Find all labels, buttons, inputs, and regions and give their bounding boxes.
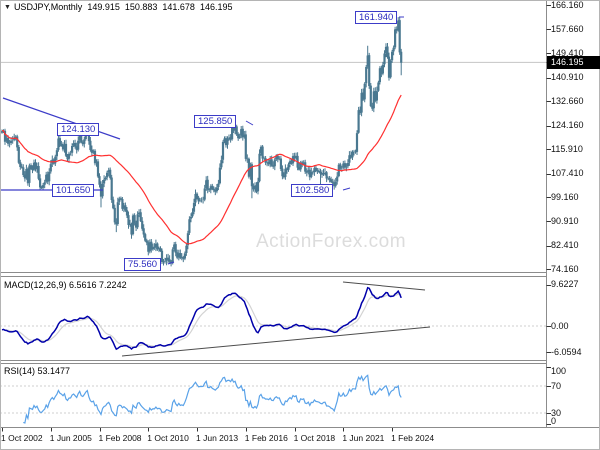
time-axis-label: 1 Oct 2010 (147, 433, 189, 443)
rsi-axis-label: 70 (551, 380, 562, 391)
high-value: 150.883 (124, 2, 158, 12)
rsi-axis-label: 100 (551, 366, 567, 376)
price-axis-label: 140.910 (551, 72, 584, 82)
time-axis-label: 1 Feb 2016 (244, 433, 288, 443)
price-level-annotation[interactable]: 101.650 (52, 184, 95, 197)
time-axis-label: 1 Oct 2002 (1, 433, 43, 443)
rsi-axis-label: 30 (551, 407, 562, 418)
time-axis-label: 1 Feb 2024 (391, 433, 435, 443)
price-axis-label: 90.910 (551, 215, 579, 226)
price-level-annotation[interactable]: 125.850 (194, 115, 237, 128)
rsi-indicator-label: RSI(14) 53.1477 (4, 366, 71, 376)
chart-title-bar: ▼ USDJPY,Monthly 149.915 150.883 141.678 146.… (4, 2, 233, 12)
macd-axis-label: -6.0594 (551, 346, 582, 357)
price-axis-label: 149.410 (551, 47, 584, 58)
current-price-marker: 146.195 (547, 56, 600, 69)
symbol-timeframe-label: USDJPY,Monthly (13, 2, 83, 12)
collapse-chart-icon[interactable]: ▼ (4, 4, 11, 11)
time-axis-label: 1 Feb 2008 (98, 433, 142, 443)
actionforex-watermark: ActionForex.com (256, 231, 407, 252)
price-axis-label: 99.160 (551, 191, 579, 202)
price-level-annotation[interactable]: 102.580 (291, 184, 334, 197)
price-axis-label: 82.410 (551, 240, 579, 251)
time-axis-label: 1 Oct 2018 (293, 433, 336, 443)
price-level-annotation[interactable]: 75.560 (124, 258, 162, 271)
price-level-annotation[interactable]: 124.130 (57, 123, 100, 136)
price-axis-label: 166.160 (551, 0, 584, 10)
rsi-axis-label: 0 (551, 416, 557, 426)
close-value: 146.195 (199, 2, 233, 12)
time-axis-label: 1 Jun 2005 (49, 433, 92, 443)
time-axis-label: 1 Jun 2013 (196, 433, 239, 443)
macd-axis-label: 0.00 (551, 320, 569, 331)
price-axis-label: 132.660 (551, 95, 584, 106)
price-axis-label: 115.910 (551, 143, 583, 154)
price-axis-label: 107.410 (551, 168, 584, 179)
low-value: 141.678 (162, 2, 195, 12)
price-level-annotation[interactable]: 161.940 (355, 11, 398, 24)
price-axis-label: 124.160 (551, 120, 584, 131)
macd-axis-label: 9.6227 (551, 279, 579, 290)
price-axis-label: 157.660 (551, 23, 584, 34)
time-axis-label: 1 Jun 2021 (342, 433, 385, 443)
open-value: 149.915 (87, 2, 120, 12)
price-axis-label: 74.160 (551, 263, 579, 274)
macd-indicator-label: MACD(12,26,9) 6.5616 7.2242 (4, 280, 127, 290)
